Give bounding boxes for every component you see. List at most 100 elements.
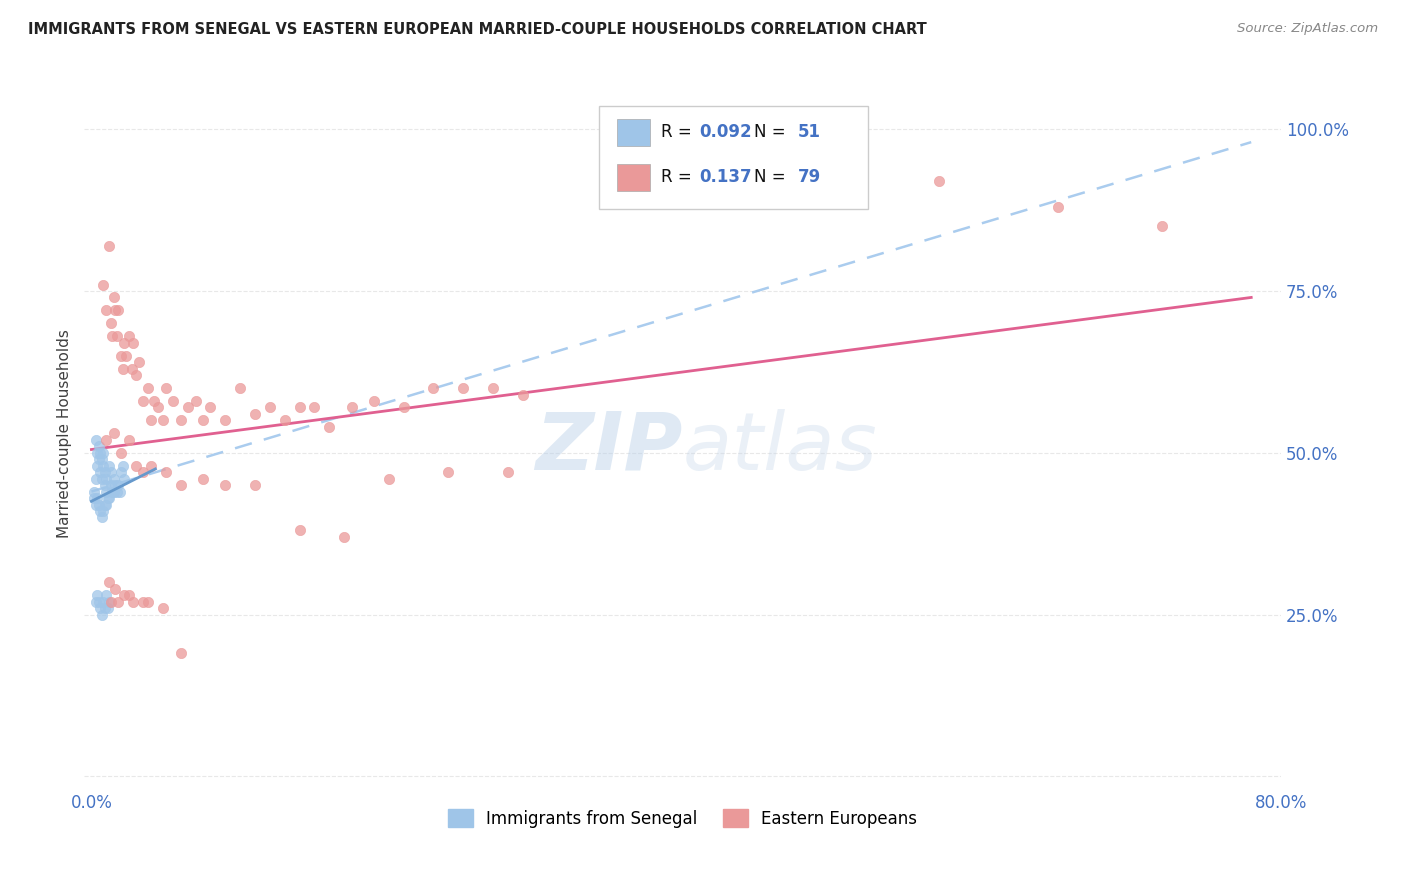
- Point: [107, 478, 129, 492]
- Point: [89, 446, 111, 460]
- Point: [139, 458, 162, 473]
- Point: [132, 465, 155, 479]
- Point: [83, 491, 105, 505]
- Point: [288, 524, 311, 538]
- Point: [96, 433, 118, 447]
- Text: 79: 79: [797, 168, 821, 186]
- Point: [110, 465, 132, 479]
- Point: [125, 368, 148, 383]
- Point: [101, 484, 124, 499]
- Text: R =: R =: [661, 123, 697, 141]
- Point: [512, 387, 534, 401]
- Point: [139, 413, 162, 427]
- Point: [103, 290, 125, 304]
- Point: [98, 575, 121, 590]
- Point: [125, 458, 148, 473]
- Point: [84, 498, 107, 512]
- Point: [104, 582, 127, 596]
- Point: [304, 401, 326, 415]
- Point: [112, 335, 135, 350]
- Bar: [617, 119, 650, 145]
- Point: [86, 446, 108, 460]
- Bar: [617, 163, 650, 191]
- Point: [318, 420, 340, 434]
- Text: 0.137: 0.137: [699, 168, 752, 186]
- Point: [86, 458, 108, 473]
- Point: [392, 401, 415, 415]
- Point: [191, 413, 214, 427]
- Point: [155, 381, 177, 395]
- Point: [96, 484, 118, 499]
- Point: [103, 426, 125, 441]
- Point: [152, 413, 174, 427]
- Text: N =: N =: [754, 123, 792, 141]
- Point: [87, 439, 110, 453]
- Point: [100, 316, 122, 330]
- Point: [90, 452, 112, 467]
- Point: [100, 478, 122, 492]
- Point: [101, 329, 124, 343]
- Point: [734, 142, 756, 156]
- Point: [97, 491, 120, 505]
- Point: [108, 484, 131, 499]
- Point: [288, 401, 311, 415]
- Point: [363, 394, 385, 409]
- Point: [91, 277, 114, 292]
- Point: [121, 361, 143, 376]
- Y-axis label: Married-couple Households: Married-couple Households: [58, 329, 72, 538]
- Point: [169, 478, 191, 492]
- Point: [107, 303, 129, 318]
- Point: [100, 594, 122, 608]
- Point: [162, 394, 184, 409]
- Point: [107, 594, 129, 608]
- Point: [91, 458, 114, 473]
- Point: [274, 413, 297, 427]
- Point: [136, 381, 159, 395]
- Point: [111, 361, 134, 376]
- Point: [169, 646, 191, 660]
- Point: [200, 401, 222, 415]
- Point: [94, 478, 117, 492]
- Point: [87, 498, 110, 512]
- FancyBboxPatch shape: [599, 106, 868, 209]
- Text: ZIP: ZIP: [536, 409, 682, 486]
- Point: [98, 491, 121, 505]
- Text: N =: N =: [754, 168, 792, 186]
- Point: [96, 588, 118, 602]
- Point: [104, 303, 127, 318]
- Point: [378, 472, 401, 486]
- Point: [128, 355, 150, 369]
- Point: [84, 433, 107, 447]
- Point: [148, 401, 170, 415]
- Point: [1046, 200, 1069, 214]
- Point: [103, 472, 125, 486]
- Text: R =: R =: [661, 168, 697, 186]
- Point: [87, 452, 110, 467]
- Point: [136, 594, 159, 608]
- Point: [482, 381, 505, 395]
- Point: [89, 601, 111, 615]
- Point: [98, 594, 121, 608]
- Point: [214, 413, 236, 427]
- Point: [90, 607, 112, 622]
- Point: [132, 394, 155, 409]
- Point: [98, 458, 121, 473]
- Point: [177, 401, 200, 415]
- Point: [191, 472, 214, 486]
- Point: [243, 478, 266, 492]
- Point: [229, 381, 252, 395]
- Point: [86, 491, 108, 505]
- Point: [94, 465, 117, 479]
- Point: [117, 433, 139, 447]
- Point: [91, 594, 114, 608]
- Point: [96, 303, 118, 318]
- Text: IMMIGRANTS FROM SENEGAL VS EASTERN EUROPEAN MARRIED-COUPLE HOUSEHOLDS CORRELATIO: IMMIGRANTS FROM SENEGAL VS EASTERN EUROP…: [28, 22, 927, 37]
- Point: [152, 601, 174, 615]
- Point: [824, 122, 846, 136]
- Point: [111, 458, 134, 473]
- Point: [89, 465, 111, 479]
- Point: [84, 594, 107, 608]
- Point: [87, 594, 110, 608]
- Point: [104, 478, 127, 492]
- Point: [84, 472, 107, 486]
